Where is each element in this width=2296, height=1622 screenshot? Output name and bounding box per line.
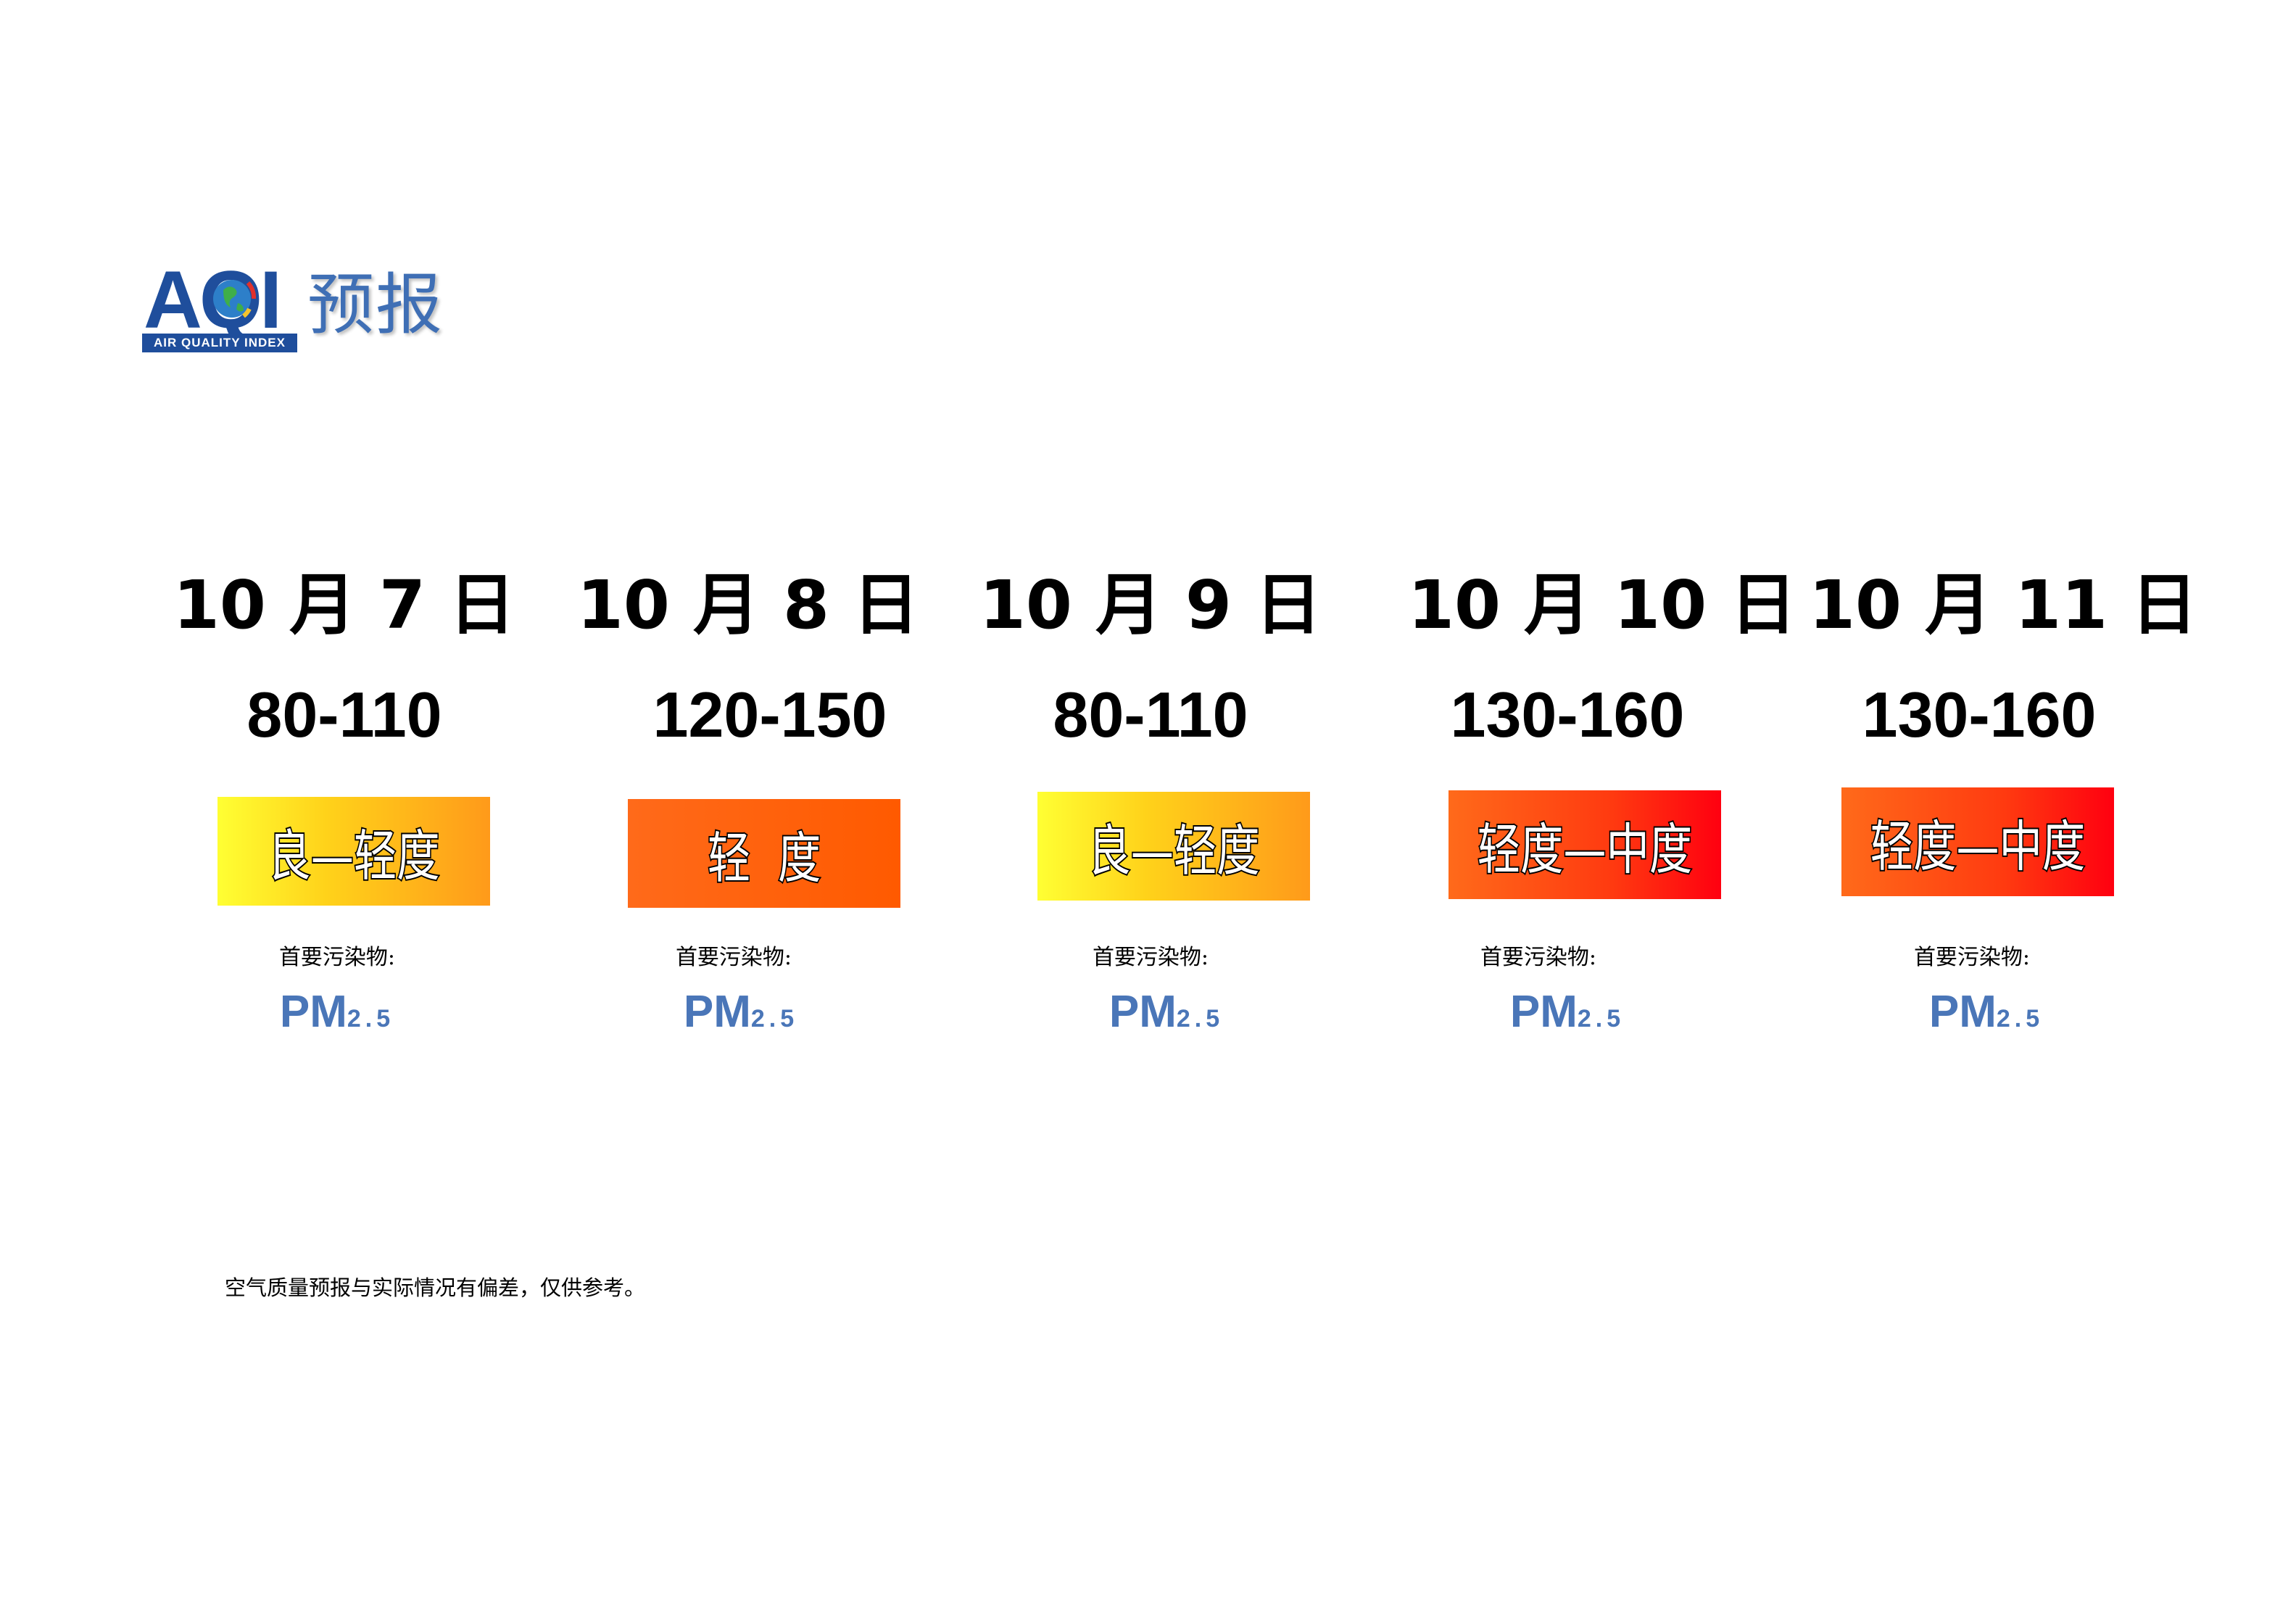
aqi-letters-text: AQI — [144, 261, 279, 334]
primary-pollutant: PM2.5 — [1509, 987, 1625, 1037]
primary-pollutant-label: 首要污染物: — [675, 945, 792, 970]
pollution-level-badge: 轻度—中度 — [1841, 787, 2114, 896]
forecast-date: 10 月 7 日 — [173, 566, 516, 644]
aqi-logo: AQI AIR QUALITY INDEX 预报 — [142, 261, 461, 355]
primary-pollutant: PM2.5 — [1928, 987, 2044, 1037]
aqi-range: 130-160 — [1450, 679, 1685, 750]
aqi-logo-letters: AQI — [144, 261, 282, 334]
pollution-level-badge: 轻度—中度 — [1449, 790, 1721, 899]
forecast-date: 10 月 10 日 — [1408, 566, 1797, 644]
pollution-level: 轻 度 — [706, 824, 821, 892]
disclaimer: 空气质量预报与实际情况有偏差，仅供参考。 — [225, 1275, 646, 1300]
primary-pollutant-label: 首要污染物: — [1913, 945, 2031, 970]
primary-pollutant: PM2.5 — [1108, 987, 1224, 1037]
forecast-date: 10 月 11 日 — [1809, 566, 2198, 644]
primary-pollutant-label: 首要污染物: — [1092, 945, 1209, 970]
aqi-range: 120-150 — [652, 679, 887, 750]
aqi-range: 130-160 — [1862, 679, 2097, 750]
pollution-level-badge: 轻 度 — [628, 799, 900, 908]
primary-pollutant-label: 首要污染物: — [1480, 945, 1597, 970]
pollution-level-badge: 良—轻度 — [217, 797, 490, 906]
aqi-range: 80-110 — [1053, 679, 1248, 750]
primary-pollutant: PM2.5 — [683, 987, 799, 1037]
aqi-logo-subtitle: AIR QUALITY INDEX — [142, 334, 297, 352]
forecast-date: 10 月 9 日 — [979, 566, 1322, 644]
primary-pollutant: PM2.5 — [279, 987, 395, 1037]
forecast-date: 10 月 8 日 — [576, 566, 920, 644]
pollution-level: 良—轻度 — [267, 822, 441, 890]
pollution-level: 轻度—中度 — [1869, 813, 2086, 880]
pollution-level-badge: 良—轻度 — [1037, 792, 1310, 901]
primary-pollutant-label: 首要污染物: — [278, 945, 396, 970]
pollution-level: 轻度—中度 — [1476, 816, 1694, 883]
aqi-range: 80-110 — [246, 679, 442, 750]
pollution-level: 良—轻度 — [1087, 817, 1261, 885]
logo-title: 预报 — [307, 266, 444, 344]
